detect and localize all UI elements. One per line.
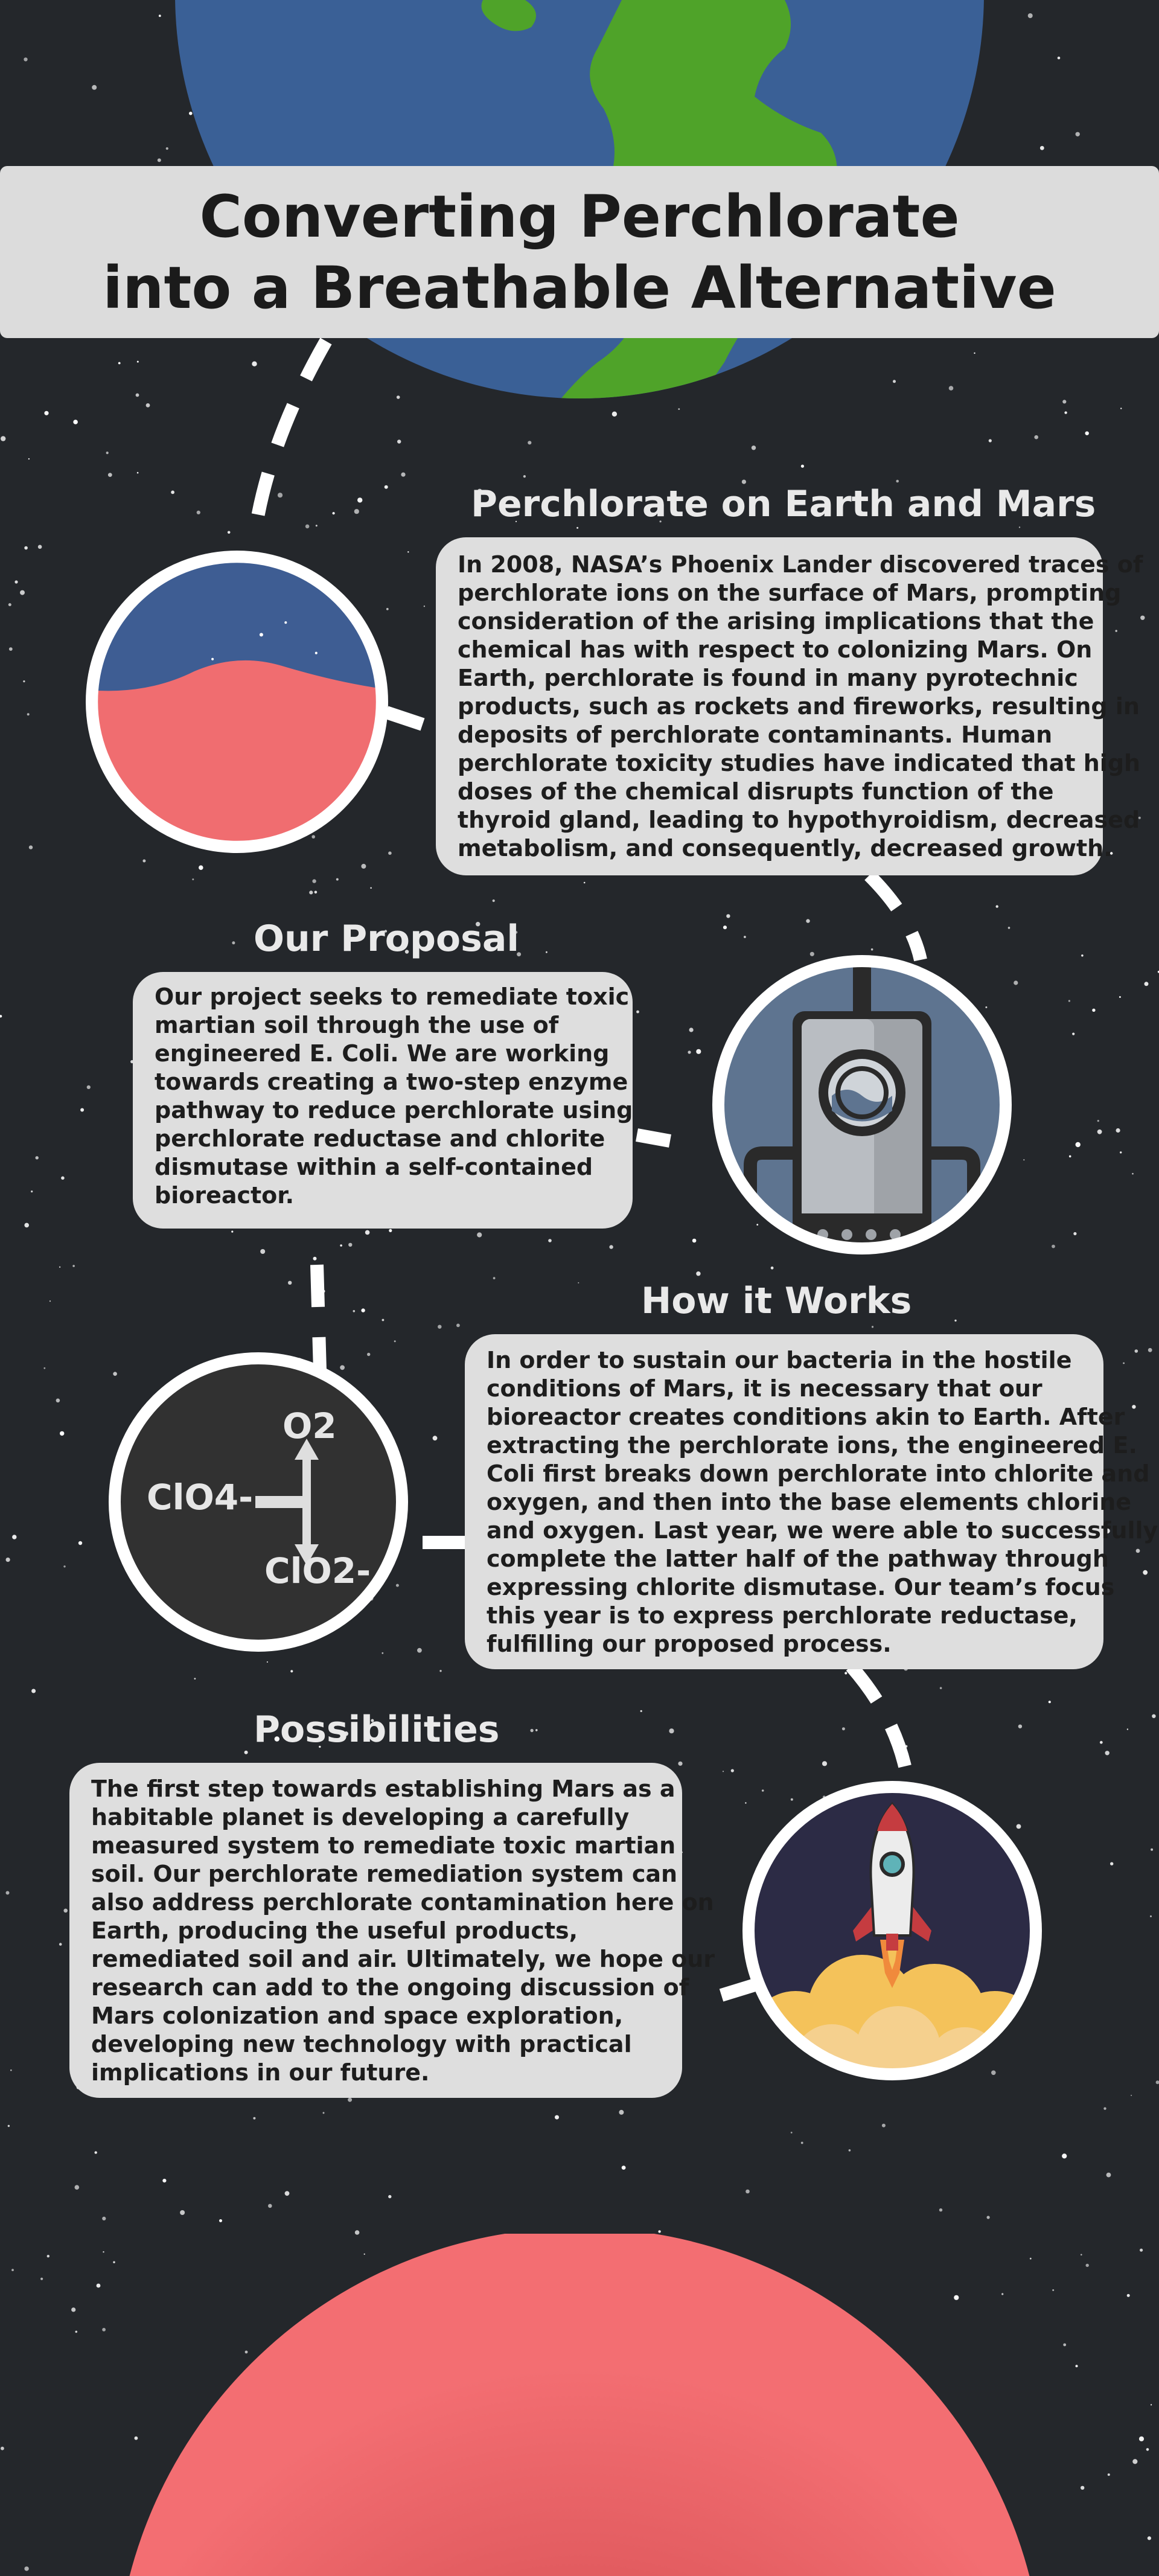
mars-icon — [129, 2234, 1030, 2576]
section-heading-earth-mars: Perchlorate on Earth and Mars — [471, 483, 1096, 525]
chemistry-circle — [109, 1352, 408, 1652]
card-line: and oxygen. Last year, we were able to s… — [487, 1517, 1158, 1544]
card-line: remediated soil and air. Ultimately, we … — [91, 1946, 715, 1972]
section-card-proposal: Our project seeks to remediate toxic mar… — [133, 972, 633, 1229]
product-bottom-label: ClO2- — [264, 1550, 371, 1591]
card-line: Mars colonization and space exploration, — [91, 2002, 624, 2029]
card-line: soil. Our perchlorate remediation system… — [91, 1861, 678, 1887]
card-line: this year is to express perchlorate redu… — [487, 1602, 1078, 1629]
section-card-how-it-works: In order to sustain our bacteria in the … — [465, 1334, 1158, 1669]
card-line: conditions of Mars, it is necessary that… — [487, 1375, 1042, 1402]
section-heading-possibilities: Possibilities — [254, 1708, 500, 1751]
card-line: metabolism, and consequently, decreased … — [458, 835, 1113, 861]
title-banner: Converting Perchlorate into a Breathable… — [0, 166, 1159, 338]
card-line: complete the latter half of the pathway … — [487, 1545, 1109, 1572]
card-line: expressing chlorite dismutase. Our team’… — [487, 1574, 1115, 1600]
rocket-icon — [742, 1781, 1042, 2080]
card-line: In 2008, NASA’s Phoenix Lander discovere… — [458, 551, 1143, 578]
card-line: thyroid gland, leading to hypothyroidism… — [458, 807, 1140, 833]
card-line: In order to sustain our bacteria in the … — [487, 1347, 1072, 1373]
card-line: implications in our future. — [91, 2059, 430, 2086]
section-card-possibilities: The first step towards establishing Mars… — [69, 1763, 715, 2098]
card-line: research can add to the ongoing discussi… — [91, 1974, 689, 2001]
card-line: measured system to remediate toxic marti… — [91, 1832, 676, 1859]
card-line: habitable planet is developing a careful… — [91, 1804, 630, 1830]
chemistry-icon: ClO4- O2 ClO2- — [107, 1351, 409, 1653]
card-line: developing new technology with practical — [91, 2031, 632, 2057]
card-line: Earth, producing the useful products, — [91, 1917, 578, 1944]
page-title-line-2: into a Breathable Alternative — [103, 254, 1056, 322]
card-line: engineered E. Coli. We are working — [155, 1040, 610, 1067]
card-line: Coli first breaks down perchlorate into … — [487, 1460, 1150, 1487]
card-line: Our project seeks to remediate toxic — [155, 983, 630, 1010]
card-line: extracting the perchlorate ions, the eng… — [487, 1432, 1137, 1459]
card-line: martian soil through the use of — [155, 1012, 559, 1038]
card-line: doses of the chemical disrupts function … — [458, 778, 1054, 805]
card-line: chemical has with respect to colonizing … — [458, 636, 1093, 663]
section-heading-how-it-works: How it Works — [641, 1280, 912, 1322]
product-top-label: O2 — [283, 1405, 337, 1446]
card-line: oxygen, and then into the base elements … — [487, 1489, 1132, 1515]
section-card-earth-mars: In 2008, NASA’s Phoenix Lander discovere… — [436, 537, 1143, 875]
page-title-line-1: Converting Perchlorate — [199, 182, 960, 251]
card-line: pathway to reduce perchlorate using — [155, 1097, 633, 1123]
card-line: consideration of the arising implication… — [458, 608, 1094, 634]
card-line: also address perchlorate contamination h… — [91, 1889, 714, 1916]
reactant-label: ClO4- — [147, 1477, 254, 1518]
card-line: perchlorate ions on the surface of Mars,… — [458, 580, 1122, 606]
bioreactor-icon — [712, 955, 1012, 1254]
card-line: fulfilling our proposed process. — [487, 1631, 892, 1657]
card-line: deposits of perchlorate contaminants. Hu… — [458, 721, 1053, 748]
card-line: perchlorate toxicity studies have indica… — [458, 750, 1141, 776]
card-line: towards creating a two-step enzyme — [155, 1069, 628, 1095]
card-line: perchlorate reductase and chlorite — [155, 1125, 605, 1152]
mars-landscape-icon — [86, 551, 388, 853]
card-line: dismutase within a self-contained — [155, 1154, 593, 1180]
card-line: bioreactor. — [155, 1182, 295, 1209]
card-line: products, such as rockets and fireworks,… — [458, 693, 1140, 720]
card-line: bioreactor creates conditions akin to Ea… — [487, 1404, 1125, 1430]
card-line: Earth, perchlorate is found in many pyro… — [458, 665, 1078, 691]
card-line: The first step towards establishing Mars… — [91, 1775, 675, 1802]
section-heading-proposal: Our Proposal — [254, 918, 519, 960]
